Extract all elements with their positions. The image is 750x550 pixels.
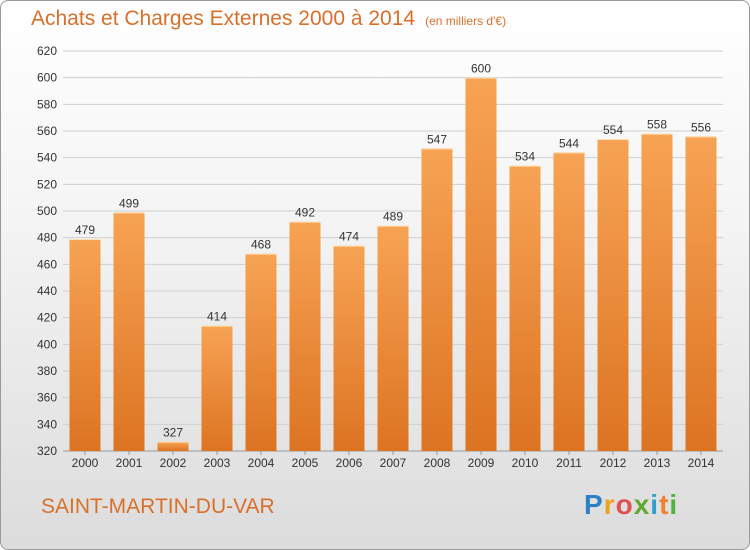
y-tick-label: 520 (37, 177, 57, 191)
data-label: 414 (207, 310, 227, 324)
data-label: 558 (647, 118, 667, 132)
data-label: 556 (691, 120, 711, 134)
bar[interactable] (377, 225, 409, 451)
chart-subtitle: (en milliers d'€) (425, 14, 507, 28)
data-label: 489 (383, 210, 403, 224)
x-tick-label: 2005 (292, 456, 319, 470)
x-tick-label: 2010 (512, 456, 539, 470)
y-tick-label: 540 (37, 151, 57, 165)
proxiti-logo[interactable]: Proxiti (584, 489, 678, 521)
x-axis-ticks: 2000 2001 2002 2003 2004 2005 2006 2007 2008 2009… (72, 451, 715, 470)
y-tick-label: 620 (37, 44, 57, 58)
bar[interactable] (421, 148, 453, 452)
data-label: 479 (75, 223, 95, 237)
bar[interactable] (333, 245, 365, 451)
bar[interactable] (157, 441, 189, 451)
data-label: 534 (515, 150, 535, 164)
x-tick-label: 2003 (204, 456, 231, 470)
y-tick-label: 480 (37, 231, 57, 245)
bar[interactable] (553, 152, 585, 452)
data-labels: 479 499 327 414 468 492 474 489 547 600 534 544 554 5… (75, 62, 711, 440)
bar[interactable] (201, 325, 233, 451)
data-label: 544 (559, 136, 579, 150)
data-label: 554 (603, 123, 623, 137)
bar[interactable] (597, 139, 629, 451)
y-tick-label: 340 (37, 417, 57, 431)
x-tick-label: 2002 (160, 456, 187, 470)
chart-title: Achats et Charges Externes 2000 à 2014 (e… (31, 7, 506, 31)
x-tick-label: 2006 (336, 456, 363, 470)
logo-letter: t (659, 489, 670, 520)
data-label: 468 (251, 238, 271, 252)
data-label: 600 (471, 62, 491, 76)
y-tick-label: 460 (37, 257, 57, 271)
y-tick-label: 400 (37, 337, 57, 351)
logo-letter: r (603, 489, 616, 520)
x-tick-label: 2008 (424, 456, 451, 470)
x-tick-label: 2012 (600, 456, 627, 470)
y-tick-label: 580 (37, 97, 57, 111)
x-tick-label: 2004 (248, 456, 275, 470)
location-label: SAINT-MARTIN-DU-VAR (41, 495, 275, 518)
bar[interactable] (245, 253, 277, 451)
bar[interactable] (69, 239, 101, 451)
bar[interactable] (113, 212, 145, 451)
bar[interactable] (641, 133, 673, 451)
data-label: 474 (339, 230, 359, 244)
y-tick-label: 500 (37, 204, 57, 218)
bar[interactable] (509, 165, 541, 451)
y-tick-label: 360 (37, 391, 57, 405)
data-label: 499 (119, 196, 139, 210)
x-tick-label: 2001 (116, 456, 143, 470)
data-label: 327 (163, 426, 183, 440)
y-axis-ticks: 320 340 360 380 400 420 440 460 480 500 520 540 560 5… (37, 44, 57, 458)
bars (69, 77, 717, 452)
chart-title-text: Achats et Charges Externes 2000 à 2014 (31, 7, 416, 30)
x-tick-label: 2007 (380, 456, 407, 470)
bar[interactable] (685, 136, 717, 452)
x-tick-label: 2014 (688, 456, 715, 470)
x-tick-label: 2013 (644, 456, 671, 470)
y-tick-label: 560 (37, 124, 57, 138)
logo-letter: P (584, 489, 604, 520)
logo-letter: x (633, 489, 651, 520)
y-tick-label: 380 (37, 364, 57, 378)
y-tick-label: 600 (37, 71, 57, 85)
bar[interactable] (289, 221, 321, 451)
data-label: 492 (295, 206, 315, 220)
bar[interactable] (465, 77, 497, 452)
x-tick-label: 2011 (556, 456, 582, 470)
data-label: 547 (427, 132, 447, 146)
x-tick-label: 2009 (468, 456, 495, 470)
logo-letter: i (650, 489, 660, 520)
logo-letter: i (669, 489, 679, 520)
y-tick-label: 320 (37, 444, 57, 458)
logo-letter: o (615, 489, 634, 520)
y-tick-label: 420 (37, 311, 57, 325)
y-tick-label: 440 (37, 284, 57, 298)
x-tick-label: 2000 (72, 456, 99, 470)
